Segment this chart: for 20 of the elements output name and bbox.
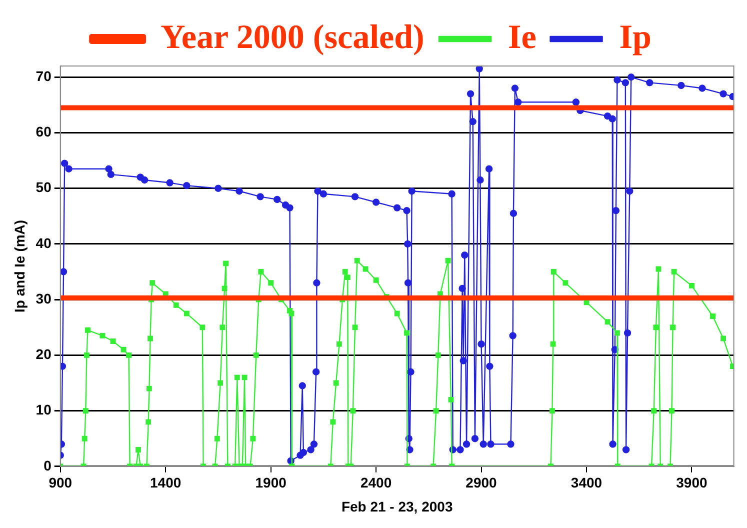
x-tick-label: 1400 [150, 474, 182, 491]
y-tick-label: 20 [36, 346, 52, 362]
legend-label: Ip [619, 18, 652, 56]
x-tick-label: 1900 [255, 474, 287, 491]
y-tick-label: 70 [36, 68, 52, 84]
y-tick-label: 10 [36, 402, 52, 418]
legend-label: Ie [508, 18, 536, 56]
y-axis-title: Ip and Ie (mA) [11, 220, 28, 312]
legend-label: Year 2000 (scaled) [160, 18, 424, 56]
y-tick-label: 60 [36, 124, 52, 140]
x-tick-label: 3900 [676, 474, 708, 491]
y-tick-label: 40 [36, 234, 52, 251]
x-tick-label: 900 [48, 474, 72, 491]
x-tick-label: 3400 [570, 474, 602, 491]
x-axis-title: Feb 21 - 23, 2003 [341, 498, 453, 514]
x-tick-label: 2400 [360, 474, 392, 491]
y-tick-label: 50 [36, 179, 52, 196]
y-tick-label: 0 [44, 457, 52, 474]
y-tick-label: 30 [36, 290, 52, 306]
x-tick-label: 2900 [466, 474, 498, 491]
